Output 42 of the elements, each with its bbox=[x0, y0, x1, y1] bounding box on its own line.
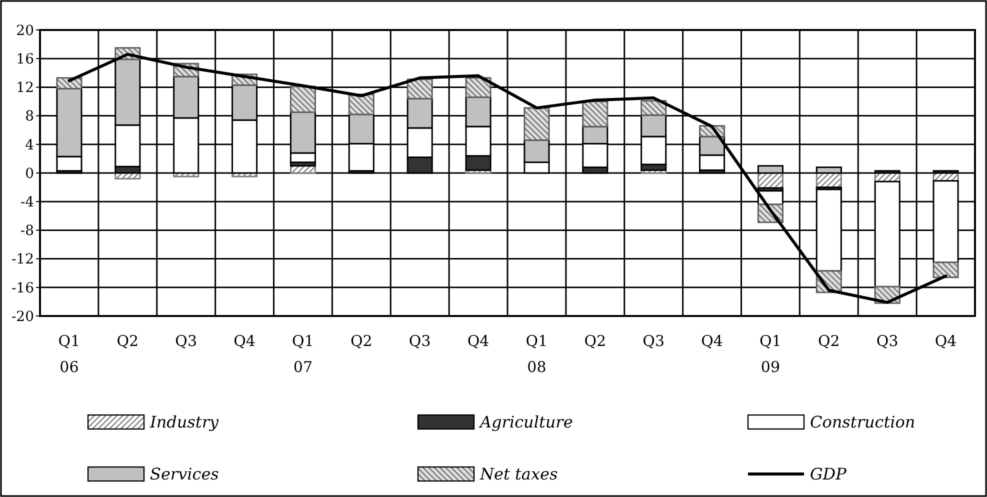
x-tick-label: Q4 bbox=[701, 332, 723, 350]
bar bbox=[582, 100, 608, 128]
x-tick-label: Q1 07 bbox=[292, 332, 314, 376]
y-tick-label: 0 bbox=[25, 166, 34, 182]
y-tick-label: 8 bbox=[25, 108, 34, 125]
x-tick-label: Q3 bbox=[642, 332, 665, 350]
y-tick-label: -8 bbox=[20, 223, 34, 240]
y-tick-label: -20 bbox=[11, 308, 34, 325]
bar bbox=[932, 262, 959, 278]
y-tick-label: 4 bbox=[25, 137, 34, 154]
y-tick-label: 20 bbox=[16, 22, 34, 39]
y-tick-label: 16 bbox=[16, 52, 34, 68]
bar bbox=[640, 100, 667, 116]
y-tick-label: -12 bbox=[11, 252, 34, 268]
legend-label: Industry bbox=[149, 412, 220, 432]
x-tick-label: Q1 08 bbox=[526, 332, 548, 376]
legend-label: GDP bbox=[810, 464, 847, 484]
x-tick-label: Q1 09 bbox=[760, 332, 782, 376]
y-tick-label: -16 bbox=[11, 280, 34, 296]
x-tick-label: Q2 bbox=[350, 332, 372, 350]
bar bbox=[56, 77, 82, 90]
x-tick-label: Q4 bbox=[934, 332, 957, 350]
x-tick-label: Q2 bbox=[116, 332, 139, 350]
legend-label: Services bbox=[150, 464, 219, 484]
x-tick-label: Q3 bbox=[408, 332, 431, 350]
x-tick-label: Q4 bbox=[467, 332, 490, 350]
legend-label: Net taxes bbox=[479, 464, 558, 484]
bar bbox=[524, 107, 550, 141]
x-tick-label: Q4 bbox=[234, 332, 256, 350]
y-tick-label: 12 bbox=[16, 80, 34, 96]
x-tick-label: Q3 bbox=[876, 332, 898, 350]
legend-label: Construction bbox=[810, 412, 916, 432]
x-tick-label: Q3 bbox=[175, 332, 198, 350]
y-tick-label: -4 bbox=[20, 194, 34, 210]
x-tick-label: Q2 bbox=[818, 332, 840, 350]
bar bbox=[348, 94, 374, 116]
bar bbox=[406, 78, 433, 100]
bar bbox=[465, 77, 492, 98]
x-tick-label: Q2 bbox=[584, 332, 606, 350]
x-tick-label: Q1 06 bbox=[58, 332, 80, 376]
bar bbox=[290, 86, 316, 113]
legend-label: Agriculture bbox=[478, 412, 573, 432]
